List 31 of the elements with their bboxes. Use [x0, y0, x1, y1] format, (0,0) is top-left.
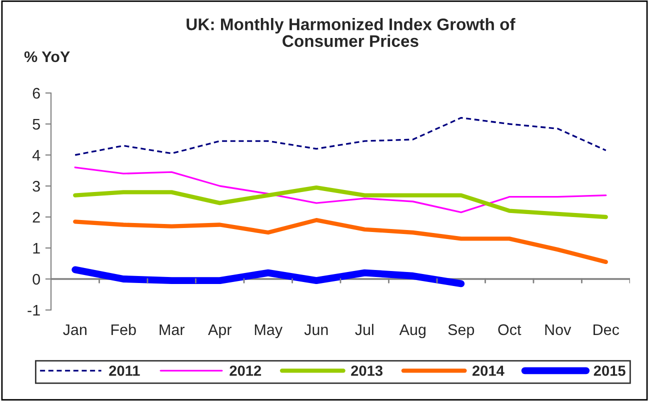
y-tick-label: 6 [32, 88, 40, 99]
y-tick-label: 4 [32, 150, 40, 161]
x-tick-label: Jul [355, 324, 374, 336]
x-tick-label: Jan [63, 324, 86, 336]
legend-label: 2012 [230, 366, 262, 376]
y-tick-label: 0 [32, 274, 40, 285]
legend-label: 2015 [594, 366, 626, 376]
legend-label: 2011 [109, 366, 140, 376]
x-tick-label: Feb [111, 324, 136, 336]
line-series [73, 185, 608, 220]
legend-label: 2014 [472, 366, 504, 376]
line-series [74, 166, 607, 214]
legend-label: 2013 [351, 366, 382, 376]
x-tick-label: Apr [208, 324, 232, 338]
y-tick-label: -1 [28, 305, 40, 316]
y-tick-label: 5 [32, 119, 40, 130]
x-tick-label: Mar [160, 324, 185, 336]
x-tick-label: Dec [594, 324, 620, 336]
x-tick-label: Jun [304, 324, 328, 336]
x-tick-label: May [254, 324, 283, 338]
y-axis-title: % YoY [24, 51, 70, 62]
x-tick-label: Oct [498, 324, 522, 336]
line-series [74, 116, 607, 156]
y-tick-label: 1 [33, 243, 40, 254]
x-tick-label: Nov [545, 324, 572, 336]
y-tick-label: 3 [32, 180, 40, 192]
chart-title: UK: Monthly Harmonized Index Growth of Consumer Prices [186, 18, 516, 47]
line-series [73, 218, 608, 264]
x-tick-label: Aug [399, 324, 426, 338]
x-tick-label: Sep [448, 324, 474, 338]
y-tick-label: 2 [32, 212, 40, 223]
